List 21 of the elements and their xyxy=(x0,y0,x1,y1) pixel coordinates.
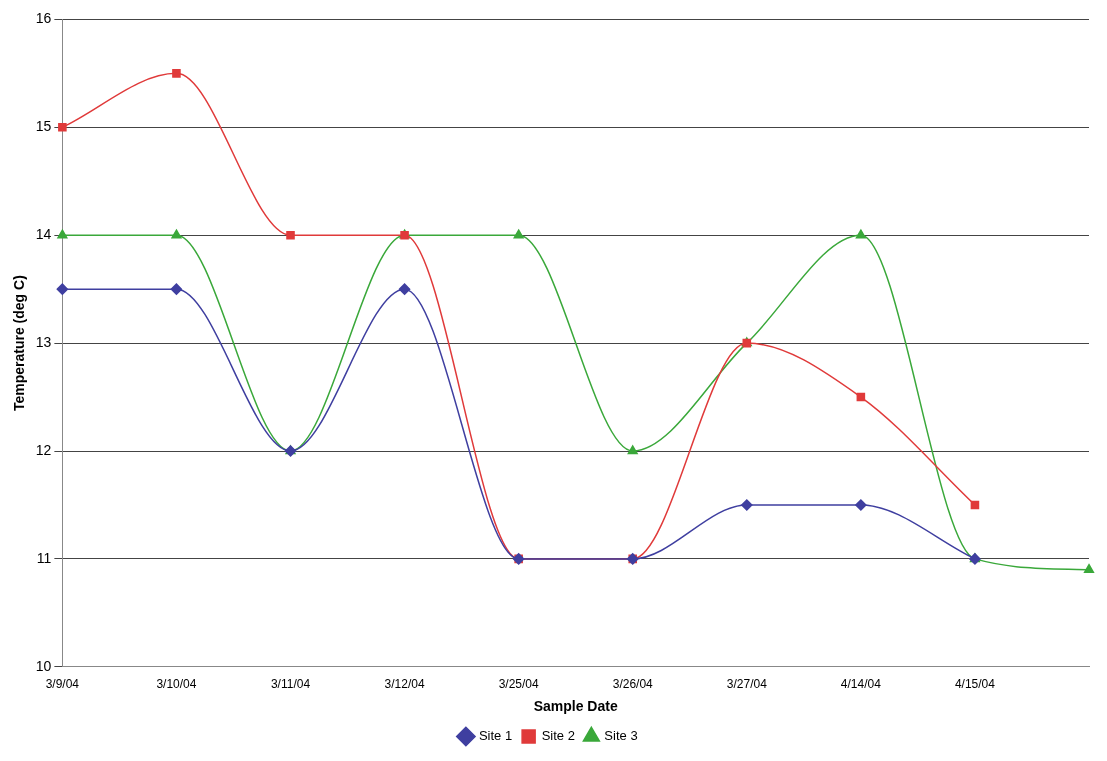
x-tick-label: 4/15/04 xyxy=(954,677,996,692)
y-tick-label: 11 xyxy=(36,549,52,566)
legend-label: Site 1 xyxy=(478,728,513,744)
x-tick-label: 3/27/04 xyxy=(726,677,768,692)
y-tick-label: 12 xyxy=(35,441,52,458)
y-tick-label: 15 xyxy=(35,118,52,135)
legend-label: Site 3 xyxy=(604,728,638,744)
y-tick-label: 14 xyxy=(35,226,52,243)
x-tick-label: 3/25/04 xyxy=(498,677,539,692)
y-axis-title: Temperature (deg C) xyxy=(11,275,28,412)
legend-label: Site 2 xyxy=(541,728,575,744)
y-tick-label: 16 xyxy=(35,10,52,27)
x-tick-label: 3/10/04 xyxy=(156,677,197,692)
x-tick-label: 4/14/04 xyxy=(840,677,882,692)
x-axis-title: Sample Date xyxy=(533,698,618,715)
x-tick-label: 3/11/04 xyxy=(270,677,311,692)
y-tick-label: 13 xyxy=(35,333,52,350)
x-tick-label: 3/26/04 xyxy=(612,677,654,692)
x-tick-label: 3/9/04 xyxy=(45,677,80,692)
y-tick-label: 10 xyxy=(35,657,52,674)
x-tick-label: 3/12/04 xyxy=(384,677,425,692)
